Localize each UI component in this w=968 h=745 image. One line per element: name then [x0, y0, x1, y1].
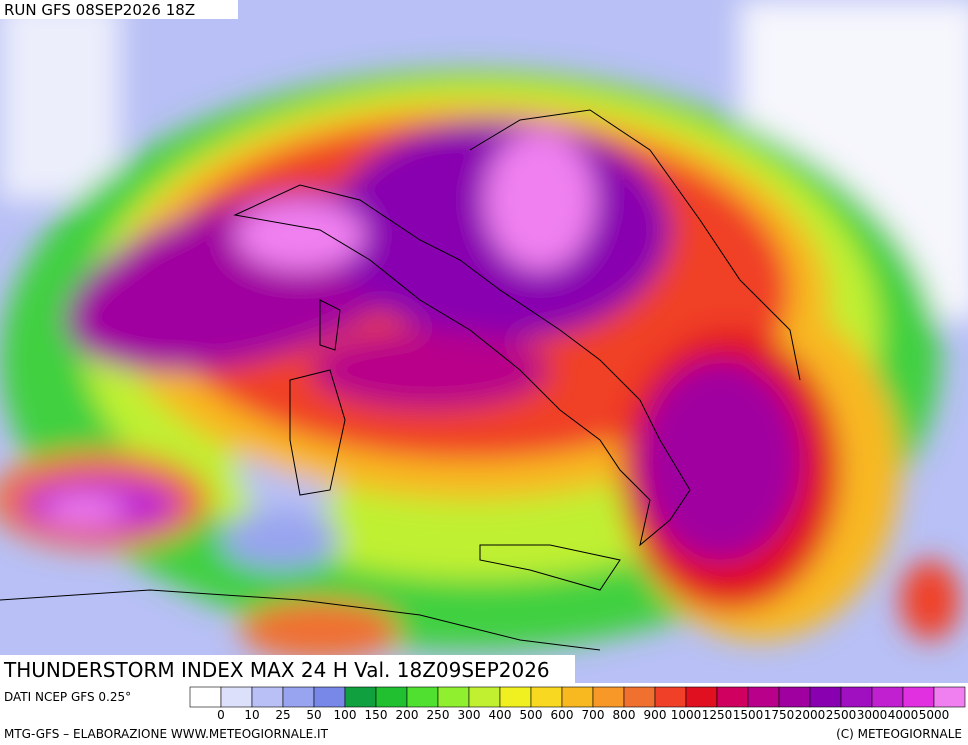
legend-swatch — [778, 686, 811, 708]
legend-swatch — [313, 686, 346, 708]
legend-swatch — [344, 686, 377, 708]
legend-label: 500 — [520, 708, 543, 722]
legend-label: 50 — [306, 708, 321, 722]
legend-swatch — [251, 686, 284, 708]
legend-label: 3000 — [857, 708, 888, 722]
legend-swatch — [747, 686, 780, 708]
footer-right: (C) METEOGIORNALE — [836, 727, 962, 741]
legend-label: 1750 — [764, 708, 795, 722]
map-field — [0, 0, 968, 683]
legend-swatch — [871, 686, 904, 708]
source-label: DATI NCEP GFS 0.25° — [4, 690, 131, 704]
run-label: RUN GFS 08SEP2026 18Z — [4, 1, 195, 19]
legend-swatch — [406, 686, 439, 708]
color-legend: 0 10 25 50 100 150 200 250 300 400 500 600 700 800 900… — [189, 686, 966, 722]
coastlines — [0, 109, 801, 651]
map-title: THUNDERSTORM INDEX MAX 24 H Val. 18Z09SE… — [3, 658, 550, 682]
legend-label: 10 — [244, 708, 259, 722]
legend-label: 2500 — [826, 708, 857, 722]
legend-label: 25 — [275, 708, 290, 722]
legend-swatch — [189, 686, 222, 708]
legend-swatch — [902, 686, 935, 708]
footer-left: MTG-GFS – ELABORAZIONE WWW.METEOGIORNALE… — [4, 727, 329, 741]
legend-label: 4000 — [888, 708, 919, 722]
legend-swatch — [220, 686, 253, 708]
legend-swatch — [561, 686, 594, 708]
legend-label: 600 — [551, 708, 574, 722]
legend-label: 400 — [489, 708, 512, 722]
legend-swatch — [375, 686, 408, 708]
legend-label: 900 — [644, 708, 667, 722]
legend-label: 300 — [458, 708, 481, 722]
legend-swatch — [530, 686, 563, 708]
legend-label: 150 — [365, 708, 388, 722]
legend-swatch — [282, 686, 315, 708]
legend-swatch — [468, 686, 501, 708]
legend-swatch — [716, 686, 749, 708]
legend-label: 1000 — [671, 708, 702, 722]
legend-label: 1500 — [733, 708, 764, 722]
legend-label: 200 — [396, 708, 419, 722]
run-box — [0, 0, 238, 19]
legend-label: 1250 — [702, 708, 733, 722]
legend-label: 0 — [217, 708, 225, 722]
legend-label: 5000 — [919, 708, 950, 722]
legend-swatch — [592, 686, 625, 708]
legend-label: 250 — [427, 708, 450, 722]
legend-swatch — [933, 686, 966, 708]
legend-swatch — [685, 686, 718, 708]
legend-swatch — [840, 686, 873, 708]
legend-label: 2000 — [795, 708, 826, 722]
legend-swatch — [623, 686, 656, 708]
legend-label: 800 — [613, 708, 636, 722]
legend-swatch — [654, 686, 687, 708]
legend-swatch — [499, 686, 532, 708]
legend-label: 100 — [334, 708, 357, 722]
title-box — [0, 655, 575, 683]
legend-label: 700 — [582, 708, 605, 722]
legend-swatch — [437, 686, 470, 708]
legend-swatch — [809, 686, 842, 708]
